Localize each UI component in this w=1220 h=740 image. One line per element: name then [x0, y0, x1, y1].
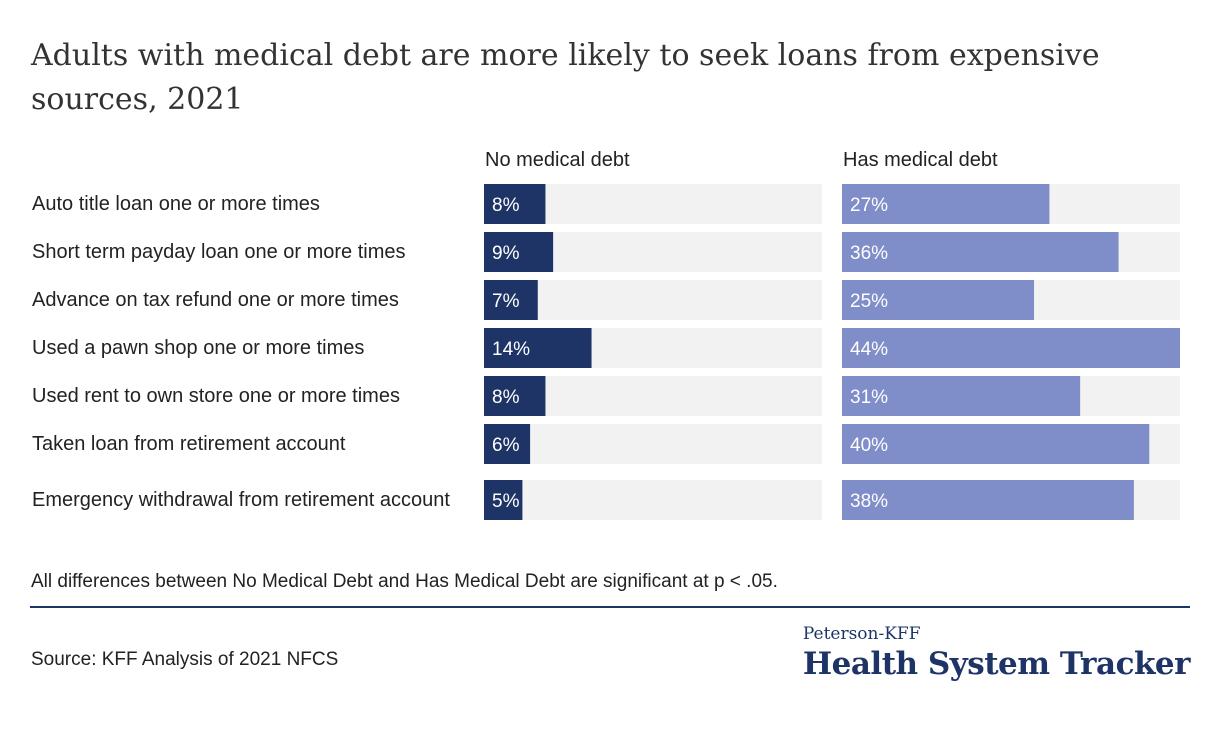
data-label: 25%	[850, 291, 888, 312]
category-label: Auto title loan one or more times	[32, 193, 320, 215]
bar	[842, 232, 1119, 272]
bar-track	[484, 480, 822, 520]
bar	[842, 424, 1150, 464]
bar	[484, 328, 592, 368]
bar	[842, 376, 1081, 416]
category-label: Used rent to own store one or more times	[32, 385, 400, 407]
data-label: 9%	[492, 243, 520, 264]
footer-divider	[30, 606, 1190, 608]
bar	[484, 232, 554, 272]
data-label: 5%	[492, 491, 520, 512]
bar	[484, 280, 538, 320]
bar	[842, 184, 1050, 224]
bar	[484, 424, 531, 464]
category-label: Emergency withdrawal from retirement acc…	[32, 489, 450, 511]
data-label: 27%	[850, 195, 888, 216]
bar	[484, 376, 546, 416]
data-label: 31%	[850, 387, 888, 408]
data-label: 8%	[492, 387, 520, 408]
data-label: 38%	[850, 491, 888, 512]
data-label: 6%	[492, 435, 520, 456]
bar	[842, 480, 1134, 520]
bar-track	[484, 280, 822, 320]
panel-header-no-medical-debt: No medical debt	[485, 149, 630, 171]
category-label: Taken loan from retirement account	[32, 433, 346, 455]
data-label: 36%	[850, 243, 888, 264]
chart-title: Adults with medical debt are more likely…	[31, 38, 1100, 117]
bar	[842, 328, 1180, 368]
source-text: Source: KFF Analysis of 2021 NFCS	[31, 649, 339, 670]
data-label: 8%	[492, 195, 520, 216]
bar-chart: 8% 27% 9% 36% 7% 25% 14% 44% 8% 31% 6% 40% 5% 38%	[484, 184, 1180, 520]
peterson-kff-logo: Peterson-KFF Health System Tracker	[802, 624, 1191, 682]
bar-track	[484, 424, 822, 464]
bar	[842, 280, 1035, 320]
bar	[484, 184, 546, 224]
bar	[484, 480, 523, 520]
logo-title: Health System Tracker	[802, 646, 1191, 682]
data-label: 40%	[850, 435, 888, 456]
logo-subtitle: Peterson-KFF	[802, 624, 921, 644]
panel-header-has-medical-debt: Has medical debt	[843, 149, 998, 171]
category-label: Used a pawn shop one or more times	[32, 337, 365, 359]
data-label: 7%	[492, 291, 520, 312]
data-label: 14%	[492, 339, 530, 360]
data-label: 44%	[850, 339, 888, 360]
significance-note: All differences between No Medical Debt …	[31, 571, 778, 592]
category-label: Short term payday loan one or more times	[32, 241, 406, 263]
category-label: Advance on tax refund one or more times	[32, 289, 399, 311]
